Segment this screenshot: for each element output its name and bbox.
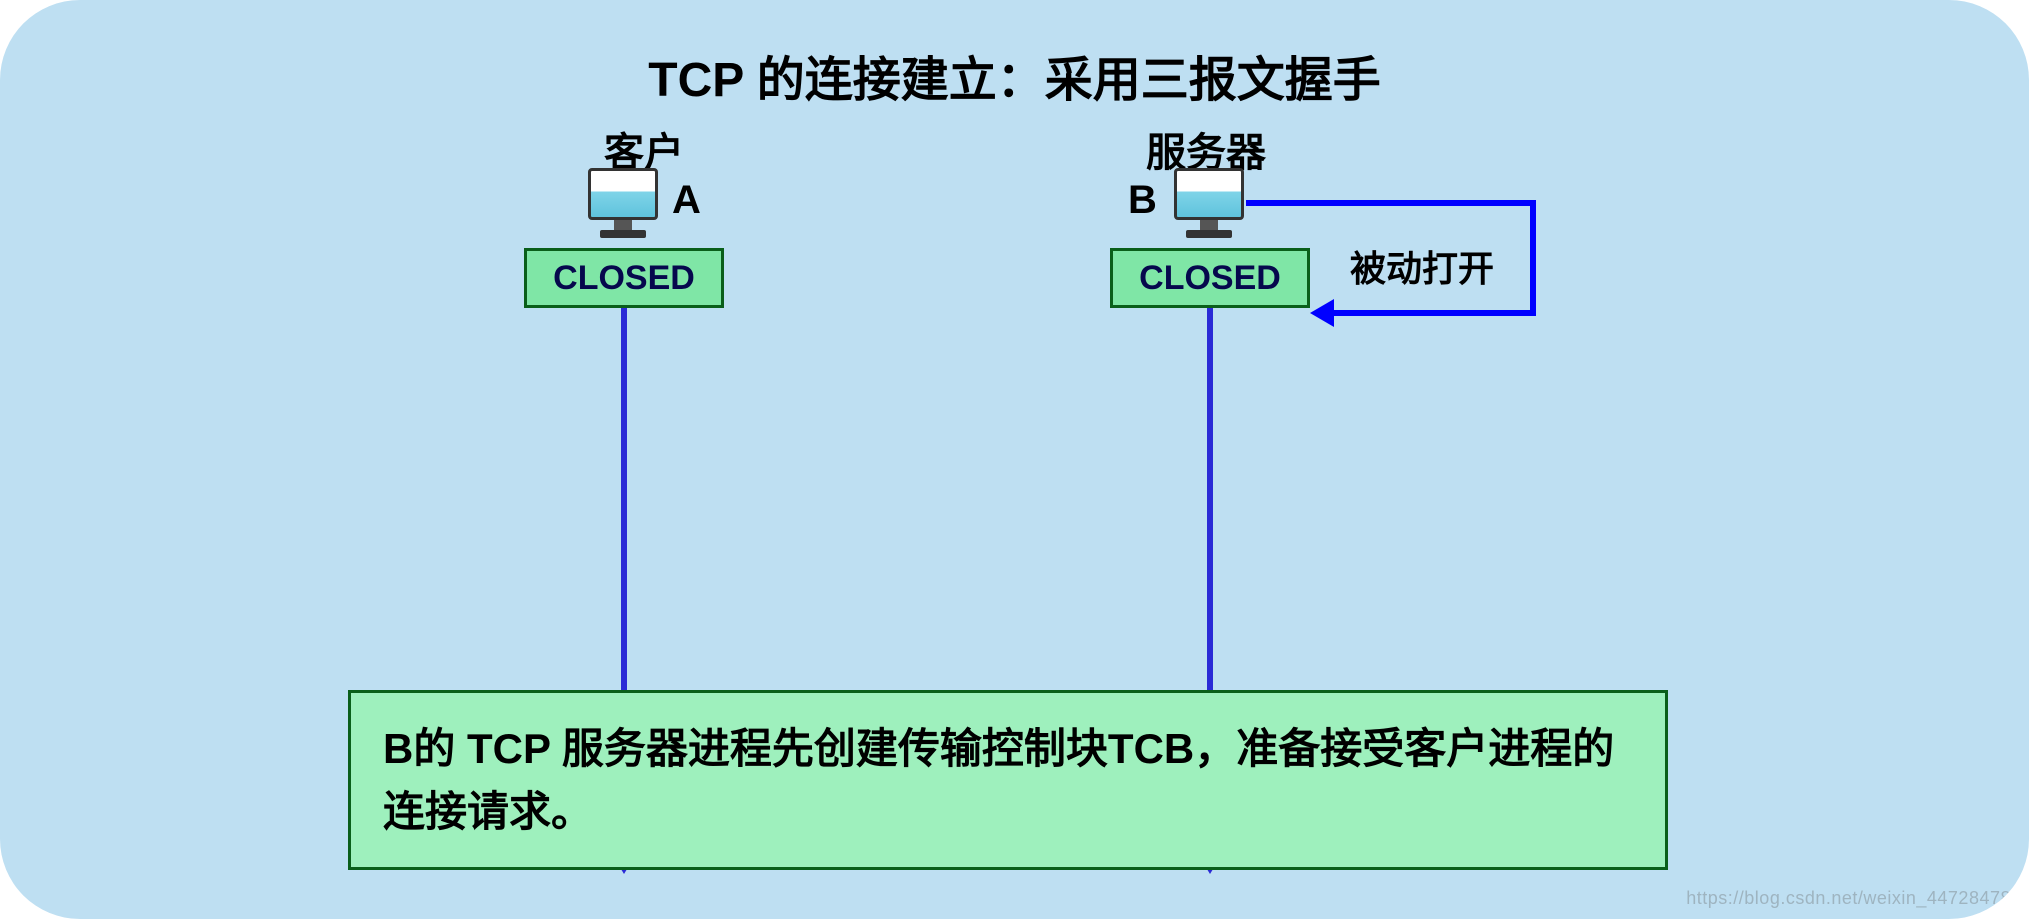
client-monitor-icon <box>588 168 658 238</box>
passive-open-arrowhead-icon <box>1310 299 1334 327</box>
caption-box: B的 TCP 服务器进程先创建传输控制块TCB，准备接受客户进程的连接请求。 <box>348 690 1668 870</box>
diagram-title: TCP 的连接建立：采用三报文握手 <box>0 40 2029 110</box>
server-state: CLOSED <box>1110 248 1310 308</box>
caption-text: B的 TCP 服务器进程先创建传输控制块TCB，准备接受客户进程的连接请求。 <box>383 725 1614 835</box>
passive-open-line-top <box>1246 200 1536 206</box>
server-state-text: CLOSED <box>1139 259 1281 298</box>
passive-open-line-bottom <box>1332 310 1536 316</box>
client-letter: A <box>672 178 701 223</box>
diagram-canvas: TCP 的连接建立：采用三报文握手 客户 A CLOSED 服务器 B CLOS… <box>0 0 2029 919</box>
client-state-text: CLOSED <box>553 259 695 298</box>
passive-open-label: 被动打开 <box>1350 240 1494 292</box>
watermark: https://blog.csdn.net/weixin_44728478 <box>1686 888 2011 909</box>
server-monitor-icon <box>1174 168 1244 238</box>
server-letter: B <box>1128 178 1157 223</box>
client-state: CLOSED <box>524 248 724 308</box>
passive-open-line-right <box>1530 200 1536 316</box>
